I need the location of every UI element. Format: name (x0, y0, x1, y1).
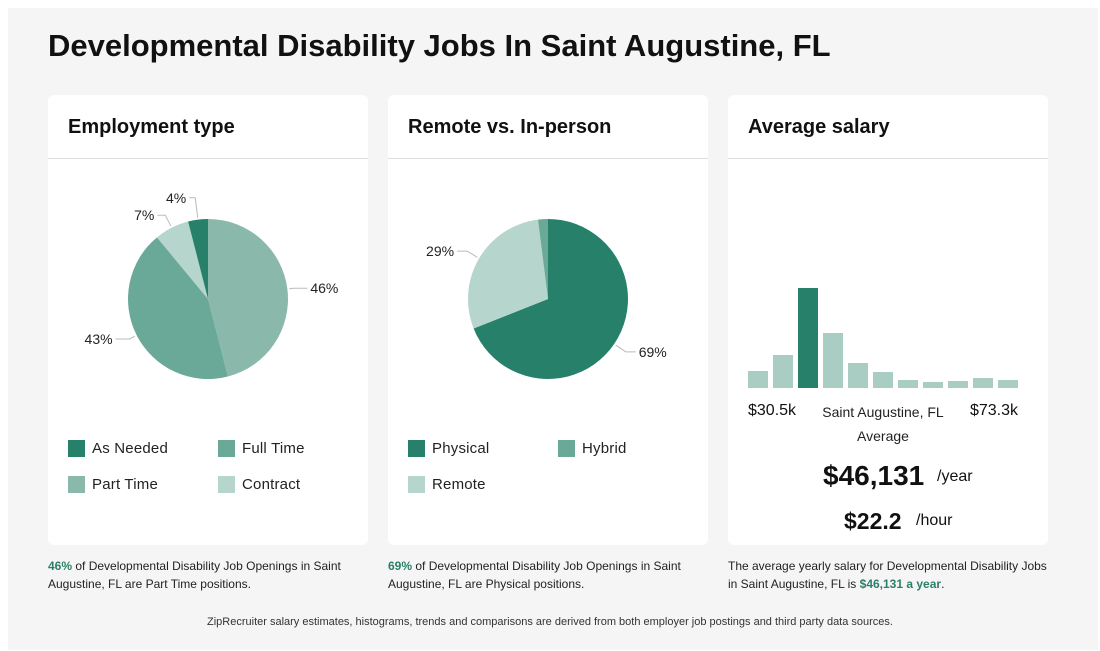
legend-swatch-physical (408, 440, 425, 457)
legend-item-full-time: Full Time (218, 440, 305, 457)
remote-vs-in-person-title: Remote vs. In-person (408, 116, 612, 138)
legend-label-remote: Remote (432, 476, 486, 493)
pie-leader-line-remote (457, 250, 478, 258)
legend-swatch-hybrid (558, 440, 575, 457)
employment-type-title: Employment type (68, 116, 235, 138)
card-divider (728, 158, 1048, 159)
footer-note: ZipRecruiter salary estimates, histogram… (207, 616, 893, 628)
histogram-bar (973, 378, 993, 388)
salary-max-label: $73.3k (969, 402, 1018, 419)
salary-caption-end: . (941, 577, 945, 591)
pie-slice-contract (157, 221, 208, 299)
employment-caption-text: of Developmental Disability Job Openings… (48, 559, 341, 591)
average-salary-card: Average salary $30.5k $73.3k Saint Augus… (728, 95, 1048, 545)
employment-type-caption: 46% of Developmental Disability Job Open… (48, 557, 368, 593)
salary-location-label: Saint Augustine, FL (822, 404, 944, 420)
pie-label-contract: 7% (134, 207, 154, 223)
average-salary-title: Average salary (748, 116, 890, 138)
pie-slice-part-time (208, 219, 288, 377)
salary-caption-text: The average yearly salary for Developmen… (728, 559, 1047, 591)
legend-swatch-full-time (218, 440, 235, 457)
pie-leader-line-contract (157, 214, 172, 227)
legend-swatch-remote (408, 476, 425, 493)
pie-leader-line-physical (615, 344, 636, 353)
pie-slice-hybrid (537, 219, 548, 299)
pie-leader-line-part-time (289, 287, 308, 290)
salary-hourly-value: $22.2 (844, 508, 902, 534)
salary-yearly-unit: /year (937, 468, 973, 485)
legend-item-contract: Contract (218, 476, 300, 493)
employment-caption-highlight: 46% (48, 559, 73, 573)
legend-label-as-needed: As Needed (92, 440, 169, 457)
salary-histogram (748, 288, 1018, 388)
pie-label-remote: 29% (426, 243, 454, 259)
histogram-bar (823, 333, 843, 388)
salary-min-label: $30.5k (748, 402, 797, 419)
salary-yearly-value: $46,131 (823, 460, 925, 491)
pie-slice-as-needed (188, 219, 208, 299)
legend-label-part-time: Part Time (92, 476, 158, 493)
card-divider (48, 158, 368, 159)
histogram-bar-highlight (798, 288, 818, 388)
legend-item-remote: Remote (408, 476, 486, 493)
page-title: Developmental Disability Jobs In Saint A… (48, 28, 831, 63)
legend-item-physical: Physical (408, 440, 489, 457)
histogram-bar (898, 380, 918, 388)
pie-leader-line-as-needed (189, 197, 199, 218)
legend-swatch-as-needed (68, 440, 85, 457)
salary-caption-highlight: $46,131 a year (859, 577, 942, 591)
legend-label-full-time: Full Time (242, 440, 305, 457)
card-divider (388, 158, 708, 159)
remote-caption-highlight: 69% (388, 559, 413, 573)
legend-swatch-part-time (68, 476, 85, 493)
salary-average-label: Average (857, 428, 909, 444)
histogram-bar (873, 372, 893, 388)
remote-caption-text: of Developmental Disability Job Openings… (388, 559, 681, 591)
pie-slice-full-time (128, 237, 228, 380)
histogram-bar (748, 371, 768, 388)
pie-label-as-needed: 4% (166, 190, 186, 206)
histogram-bar (848, 363, 868, 388)
pie-label-physical: 69% (639, 344, 667, 360)
legend-item-hybrid: Hybrid (558, 440, 627, 457)
legend-label-hybrid: Hybrid (582, 440, 627, 457)
salary-hourly-unit: /hour (916, 512, 953, 529)
pie-label-full-time: 43% (85, 331, 113, 347)
employment-type-card: Employment type 46% 43% 7% 4% As Needed Ful… (48, 95, 368, 545)
legend-item-part-time: Part Time (68, 476, 158, 493)
employment-type-pie-chart: 46% 43% 7% 4% (85, 190, 338, 380)
remote-caption: 69% of Developmental Disability Job Open… (388, 557, 708, 593)
pie-label-part-time: 46% (310, 280, 338, 296)
histogram-bar (948, 381, 968, 388)
pie-leader-line-full-time (115, 335, 136, 340)
remote-vs-in-person-card: Remote vs. In-person 69% 29% Physical Hyb… (388, 95, 708, 545)
remote-vs-in-person-pie-chart: 69% 29% (426, 219, 667, 379)
legend-label-contract: Contract (242, 476, 301, 493)
legend-swatch-contract (218, 476, 235, 493)
histogram-bar (998, 380, 1018, 388)
legend-item-as-needed: As Needed (68, 440, 168, 457)
salary-caption: The average yearly salary for Developmen… (728, 557, 1048, 593)
pie-slice-physical (473, 219, 628, 379)
histogram-bar (773, 355, 793, 388)
histogram-bar (923, 382, 943, 388)
pie-slice-remote (468, 219, 548, 329)
legend-label-physical: Physical (432, 440, 490, 457)
